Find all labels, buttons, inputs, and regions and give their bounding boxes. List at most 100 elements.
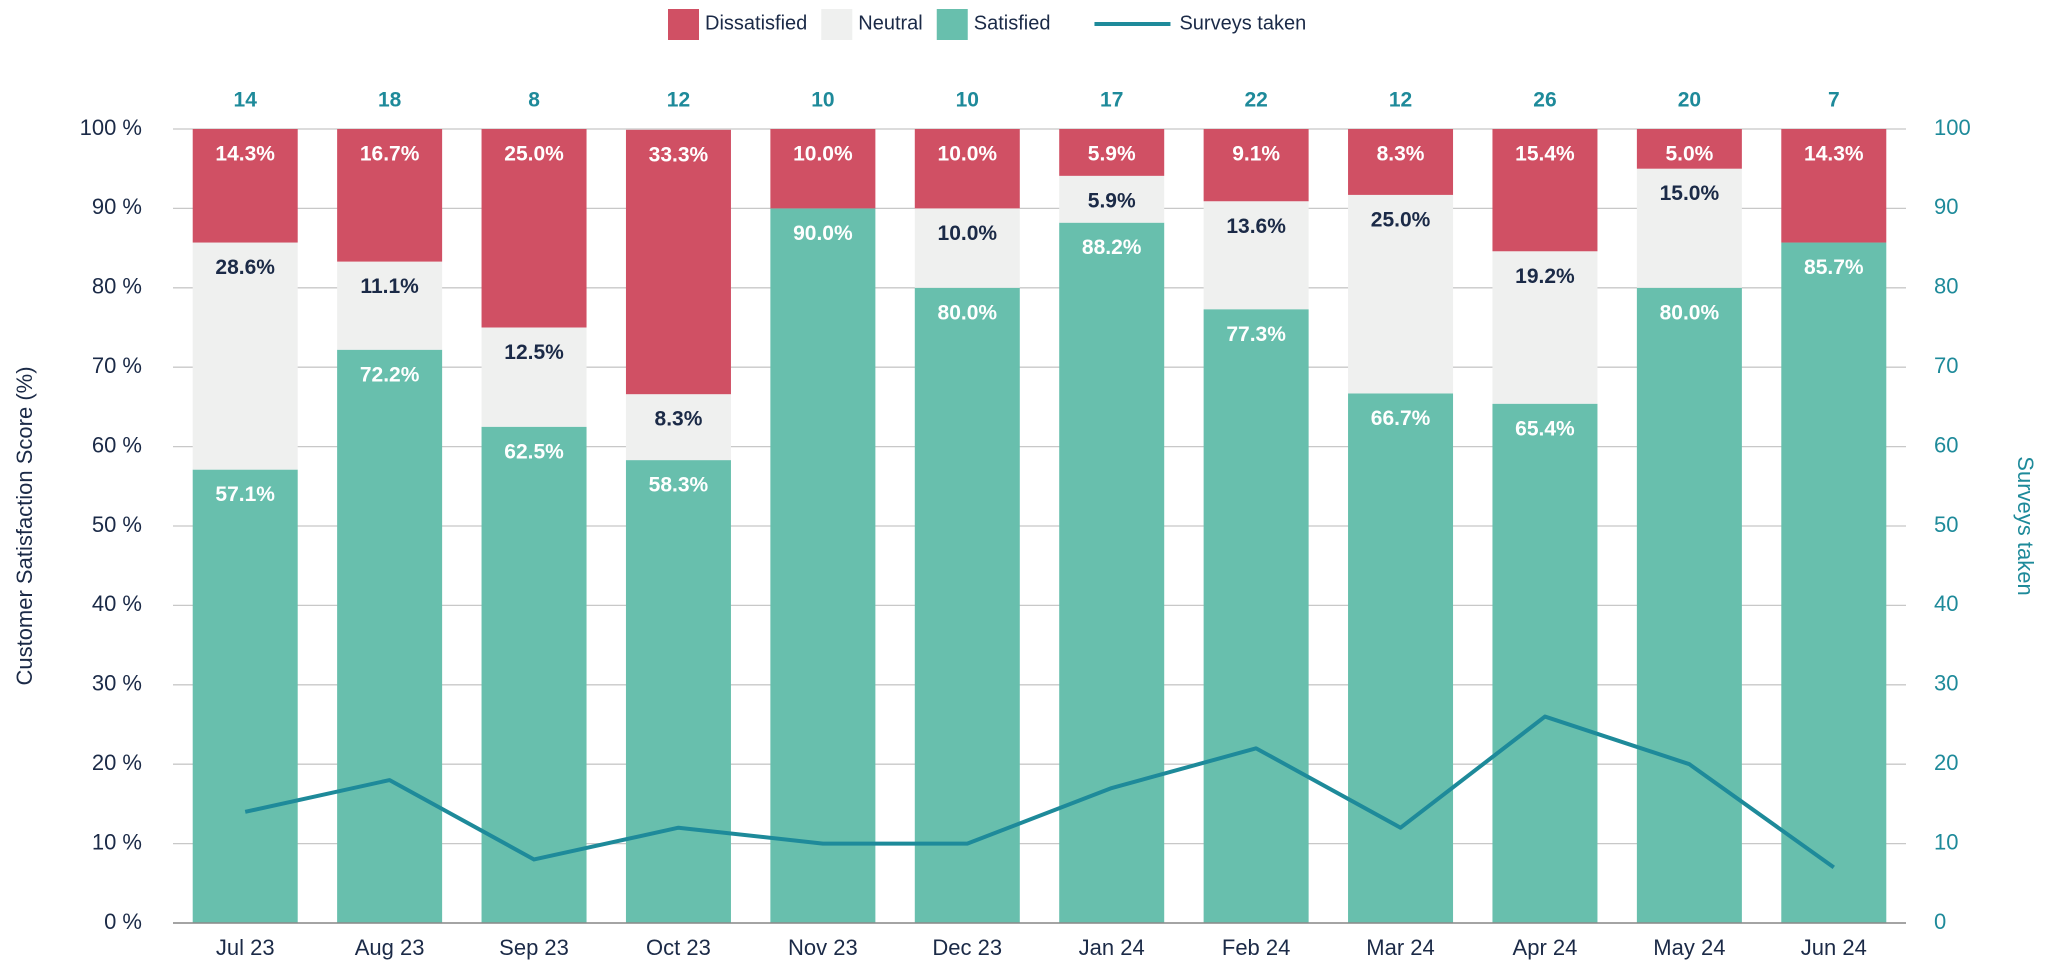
- line-value-label: 10: [811, 89, 834, 112]
- bar-value-label: 10.0%: [938, 143, 998, 166]
- bar-value-label: 8.3%: [655, 408, 703, 431]
- y-tick-label: 100 %: [80, 115, 142, 140]
- y2-tick-label: 10: [1934, 829, 1958, 854]
- bar-value-label: 85.7%: [1804, 256, 1864, 279]
- bar-segment: [1203, 129, 1309, 202]
- y-tick-label: 70 %: [92, 353, 142, 378]
- bar-segment: [192, 469, 298, 923]
- bar-segment: [1636, 287, 1742, 923]
- x-tick-label: May 24: [1653, 935, 1725, 960]
- line-value-label: 10: [956, 89, 979, 112]
- bar-value-label: 12.5%: [504, 341, 564, 364]
- line-value-label: 26: [1533, 89, 1556, 112]
- bar-value-label: 19.2%: [1515, 265, 1575, 288]
- y-tick-label: 50 %: [92, 512, 142, 537]
- x-tick-label: Feb 24: [1222, 935, 1291, 960]
- bar-value-label: 14.3%: [1804, 143, 1864, 166]
- bar-value-label: 5.9%: [1088, 143, 1136, 166]
- line-value-label: 18: [378, 89, 402, 112]
- bar-value-label: 15.0%: [1660, 182, 1720, 205]
- y2-tick-label: 50: [1934, 512, 1958, 537]
- bar-segment: [1781, 129, 1887, 243]
- bar-value-label: 25.0%: [504, 143, 564, 166]
- bar-segment: [914, 287, 1020, 923]
- y-tick-label: 40 %: [92, 591, 142, 616]
- y2-tick-label: 100: [1934, 115, 1971, 140]
- surveys-line: [244, 714, 1835, 870]
- bar-segment: [1059, 175, 1165, 223]
- y-tick-label: 80 %: [92, 274, 142, 299]
- bar-segment: [770, 129, 876, 209]
- bar-segment: [1203, 309, 1309, 923]
- x-tick-label: Jun 24: [1801, 935, 1867, 960]
- bar-value-label: 90.0%: [793, 222, 853, 245]
- line-value-label: 7: [1828, 89, 1840, 112]
- bar-value-label: 77.3%: [1226, 323, 1286, 346]
- bar-segment: [192, 129, 298, 243]
- legend-label: Dissatisfied: [705, 12, 807, 34]
- bar-segment: [481, 129, 587, 328]
- bar-value-label: 8.3%: [1377, 143, 1425, 166]
- x-tick-label: Jan 24: [1079, 935, 1145, 960]
- bar-value-label: 10.0%: [793, 143, 853, 166]
- y2-tick-label: 80: [1934, 274, 1958, 299]
- bar-value-label: 28.6%: [215, 256, 275, 279]
- y-tick-label: 0 %: [104, 909, 142, 934]
- line-value-label: 8: [528, 89, 540, 112]
- bar-segment: [1781, 242, 1887, 924]
- y2-tick-label: 0: [1934, 909, 1946, 934]
- y2-tick-label: 90: [1934, 194, 1958, 219]
- bar-value-label: 16.7%: [360, 143, 420, 166]
- x-tick-label: Apr 24: [1513, 935, 1578, 960]
- bar-segment: [1059, 222, 1165, 923]
- bar-value-label: 80.0%: [938, 301, 998, 324]
- bar-value-label: 57.1%: [215, 483, 275, 506]
- legend-label: Satisfied: [974, 12, 1051, 34]
- bar-value-label: 11.1%: [360, 275, 419, 298]
- bar-segment: [625, 394, 731, 461]
- x-tick-label: Dec 23: [932, 935, 1002, 960]
- bar-segment: [625, 460, 731, 923]
- bar-value-label: 5.9%: [1088, 189, 1136, 212]
- bar-segment: [481, 426, 587, 923]
- bar-segment: [481, 327, 587, 427]
- bar-segment: [625, 129, 731, 395]
- bar-value-label: 14.3%: [215, 143, 275, 166]
- bar-segment: [337, 261, 443, 350]
- bar-value-label: 15.4%: [1515, 143, 1575, 166]
- bar-segment: [1348, 194, 1454, 394]
- y2-tick-label: 20: [1934, 750, 1958, 775]
- bar-segment: [1348, 129, 1454, 195]
- bar-value-label: 65.4%: [1515, 417, 1575, 440]
- line-value-label: 20: [1678, 89, 1701, 112]
- bar-segment: [1348, 393, 1454, 924]
- x-tick-label: Sep 23: [499, 935, 569, 960]
- bar-segment: [1492, 251, 1598, 404]
- bar-segment: [1492, 129, 1598, 252]
- y2-axis-title: Surveys taken: [2013, 456, 2038, 595]
- bar-segment: [1203, 201, 1309, 310]
- legend-label: Surveys taken: [1179, 12, 1306, 34]
- bar-segment: [1636, 168, 1742, 288]
- line-value-label: 14: [234, 89, 258, 112]
- y-tick-label: 10 %: [92, 829, 142, 854]
- legend-swatch: [668, 9, 699, 40]
- y-axis-title: Customer Satisfaction Score (%): [12, 366, 37, 685]
- bar-value-label: 62.5%: [504, 440, 564, 463]
- bar-segment: [1059, 129, 1165, 176]
- x-tick-label: Aug 23: [355, 935, 425, 960]
- bar-value-label: 10.0%: [938, 222, 998, 245]
- y2-tick-label: 60: [1934, 432, 1958, 457]
- legend-swatch: [936, 9, 968, 40]
- bar-value-label: 9.1%: [1232, 143, 1280, 166]
- bar-value-label: 88.2%: [1082, 236, 1142, 259]
- bar-value-label: 80.0%: [1660, 301, 1720, 324]
- bar-segment: [914, 208, 1020, 288]
- bar-value-label: 58.3%: [649, 474, 709, 497]
- bar-segment: [192, 242, 298, 470]
- bar-value-label: 5.0%: [1665, 143, 1713, 166]
- bar-segment: [337, 129, 443, 262]
- y2-tick-label: 40: [1934, 591, 1958, 616]
